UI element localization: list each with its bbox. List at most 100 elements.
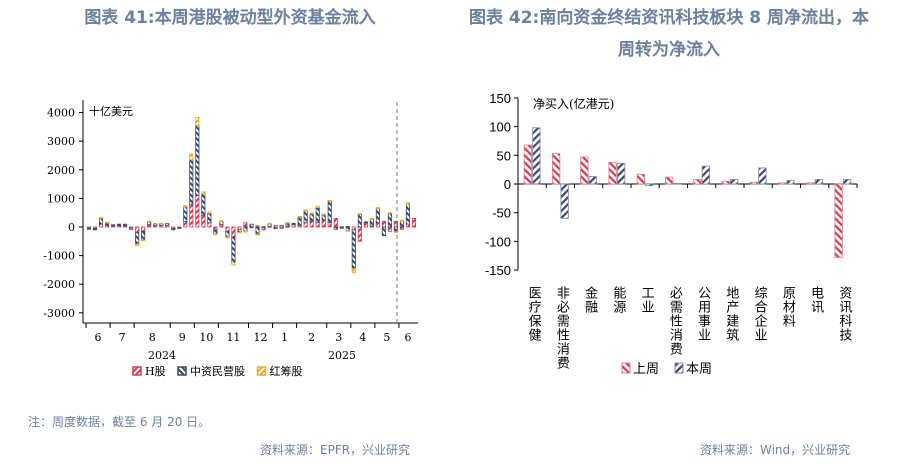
bar-中资民营股: [183, 206, 188, 222]
bar-H股: [315, 222, 320, 228]
legend-label: 中资民营股: [190, 364, 245, 378]
bar-本周: [701, 165, 711, 185]
bar-红筹股: [183, 205, 188, 208]
category-label: 工业: [639, 286, 655, 314]
bar-中资民营股: [213, 229, 218, 235]
bar-中资民营股: [333, 226, 338, 230]
category-label: 地产建筑: [723, 286, 739, 342]
bar-红筹股: [255, 233, 260, 236]
y-tick-label: 50: [497, 148, 511, 163]
bar-中资民营股: [387, 212, 392, 228]
bar-上周: [749, 181, 759, 185]
bar-H股: [231, 226, 236, 238]
bar-中资民营股: [237, 228, 242, 233]
right-source: 资料来源：Wind，兴业研究: [700, 443, 851, 457]
bar-H股: [303, 222, 308, 228]
y-tick-label: -3000: [43, 307, 75, 320]
bar-上周: [693, 179, 702, 185]
bar-红筹股: [267, 222, 272, 225]
bar-红筹股: [345, 230, 350, 232]
bar-中资民营股: [141, 230, 146, 241]
y-tick-label: -100: [485, 234, 511, 249]
bar-红筹股: [195, 117, 200, 126]
left-source: 资料来源：EPFR，兴业研究: [260, 443, 411, 457]
bar-中资民营股: [129, 227, 134, 230]
legend-label: 红筹股: [270, 364, 303, 378]
bar-中资民营股: [92, 228, 98, 231]
bar-中资民营股: [291, 222, 296, 226]
bar-红筹股: [327, 200, 332, 202]
month-label: 11: [226, 331, 240, 344]
bar-本周: [729, 179, 739, 185]
month-label: 6: [404, 331, 411, 344]
category-label: 公用事业: [695, 286, 711, 342]
bar-红筹股: [201, 191, 206, 195]
bar-H股: [183, 220, 188, 228]
bar-本周: [842, 179, 852, 185]
y-tick-label: 1000: [47, 192, 75, 205]
bar-红筹股: [105, 221, 110, 224]
bar-红筹股: [393, 231, 398, 233]
y-tick-label: 0: [504, 177, 511, 192]
bar-H股: [213, 226, 218, 231]
bar-红筹股: [321, 213, 326, 216]
bar-H股: [327, 222, 332, 228]
y-tick-label: 4000: [47, 107, 75, 120]
y-tick-label: -150: [485, 263, 511, 278]
bar-红筹股: [213, 233, 218, 236]
bar-H股: [363, 222, 368, 228]
bar-H股: [333, 218, 338, 228]
bar-中资民营股: [381, 226, 386, 236]
bar-本周: [616, 162, 626, 185]
y-tick-label: 3000: [47, 135, 75, 148]
bar-红筹股: [225, 236, 230, 239]
legend-label: 本周: [686, 362, 712, 377]
y-tick-label: -50: [492, 206, 511, 221]
bar-红筹股: [135, 243, 140, 246]
bar-本周: [673, 183, 682, 185]
bar-H股: [351, 226, 356, 231]
bar-中资民营股: [273, 226, 278, 230]
bar-H股: [243, 222, 248, 228]
month-label: 3: [335, 331, 342, 344]
bar-上周: [608, 161, 617, 185]
bar-红筹股: [189, 153, 194, 161]
legend-swatch: [177, 366, 187, 376]
bar-红筹股: [375, 207, 380, 209]
bar-H股: [225, 226, 230, 232]
bar-H股: [207, 222, 212, 228]
right-chart-title: 图表 42:南向资金终结资讯科技板块 8 周净流出，本周转为净流入: [468, 8, 870, 60]
bar-中资民营股: [297, 216, 302, 226]
month-label: 9: [179, 331, 186, 344]
bar-中资民营股: [117, 223, 122, 226]
y-tick-label: -1000: [43, 250, 75, 263]
bar-红筹股: [315, 205, 320, 208]
bar-H股: [375, 222, 380, 228]
category-label: 非必需性消费: [554, 286, 570, 370]
bar-H股: [189, 203, 194, 228]
bar-中资民营股: [86, 227, 92, 230]
bar-红筹股: [231, 262, 236, 266]
bar-红筹股: [147, 220, 152, 223]
legend-label: H股: [145, 365, 166, 378]
month-label: 6: [95, 331, 102, 344]
bar-中资民营股: [309, 213, 314, 222]
month-label: 5: [383, 331, 390, 344]
bar-红筹股: [387, 212, 392, 214]
bar-H股: [321, 219, 326, 228]
bar-中资民营股: [249, 223, 254, 228]
bar-H股: [405, 223, 411, 228]
bar-上周: [636, 173, 646, 185]
bar-上周: [523, 144, 533, 185]
bar-中资民营股: [375, 208, 380, 224]
bar-红筹股: [141, 239, 146, 242]
bar-H股: [98, 223, 104, 228]
bar-本周: [758, 167, 767, 185]
bar-红筹股: [98, 217, 104, 219]
bar-中资民营股: [177, 227, 182, 229]
bar-本周: [532, 127, 541, 185]
bar-H股: [135, 226, 140, 234]
bar-中资民营股: [225, 230, 230, 238]
category-label: 必需性消费: [667, 286, 683, 356]
